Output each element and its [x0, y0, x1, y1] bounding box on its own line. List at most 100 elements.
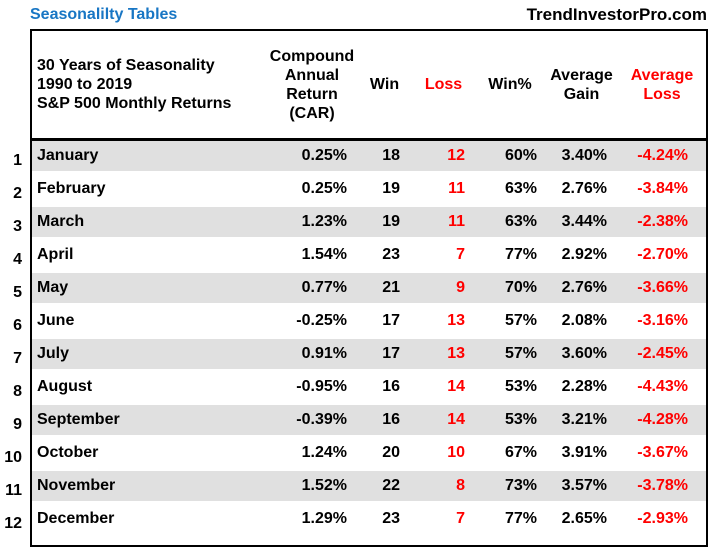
row-number: 3	[13, 218, 22, 235]
cell-loss: 14	[447, 378, 465, 395]
cell-win: 19	[382, 180, 400, 197]
table-row: April 1.54% 23 7 77% 2.92% -2.70%	[32, 240, 706, 273]
cell-month: July	[37, 345, 70, 362]
seasonality-table: 30 Years of Seasonality 1990 to 2019 S&P…	[30, 29, 708, 547]
cell-loss: 10	[447, 444, 465, 461]
cell-avg-loss: -2.70%	[637, 246, 688, 263]
table-row: August -0.95% 16 14 53% 2.28% -4.43%	[32, 372, 706, 405]
cell-avg-gain: 3.60%	[561, 345, 607, 362]
cell-month: January	[37, 147, 99, 164]
cell-loss: 7	[456, 510, 465, 527]
table-row: May 0.77% 21 9 70% 2.76% -3.66%	[32, 273, 706, 306]
cell-win-pct: 60%	[504, 147, 537, 164]
row-number: 6	[13, 317, 22, 334]
row-numbers: 1 2 3 4 5 6 7 8 9 10 11 12	[0, 144, 22, 540]
row-number: 7	[13, 350, 22, 367]
col-header-avg-loss: Average Loss	[630, 66, 694, 103]
cell-month: March	[37, 213, 85, 230]
cell-avg-gain: 2.28%	[561, 378, 607, 395]
cell-avg-gain: 2.76%	[561, 180, 607, 197]
cell-car: -0.25%	[296, 312, 347, 329]
cell-avg-loss: -4.28%	[637, 411, 688, 428]
page-title[interactable]: Seasonalilty Tables	[30, 6, 178, 23]
cell-loss: 11	[448, 180, 465, 197]
col-header-win: Win	[369, 76, 400, 93]
cell-month: June	[37, 312, 75, 329]
cell-month: August	[37, 378, 93, 395]
cell-win: 23	[382, 510, 400, 527]
cell-car: -0.95%	[296, 378, 347, 395]
cell-win-pct: 67%	[504, 444, 537, 461]
cell-avg-gain: 2.76%	[561, 279, 607, 296]
cell-avg-loss: -3.66%	[637, 279, 688, 296]
table-row: February 0.25% 19 11 63% 2.76% -3.84%	[32, 174, 706, 207]
cell-month: October	[37, 444, 99, 461]
row-number: 2	[13, 185, 22, 202]
cell-avg-loss: -4.43%	[637, 378, 688, 395]
cell-win: 23	[382, 246, 400, 263]
cell-car: -0.39%	[296, 411, 347, 428]
cell-loss: 12	[447, 147, 465, 164]
cell-car: 0.25%	[301, 180, 347, 197]
cell-avg-loss: -2.93%	[637, 510, 688, 527]
row-number: 11	[5, 482, 22, 499]
cell-avg-loss: -3.16%	[637, 312, 688, 329]
cell-win: 19	[382, 213, 400, 230]
cell-avg-gain: 3.57%	[561, 477, 607, 494]
row-number: 12	[4, 515, 22, 532]
col-header-avg-gain: Average Gain	[550, 66, 613, 103]
cell-win-pct: 57%	[504, 312, 537, 329]
cell-loss: 11	[448, 213, 465, 230]
cell-car: 0.91%	[301, 345, 347, 362]
cell-loss: 13	[447, 345, 465, 362]
cell-avg-gain: 3.40%	[561, 147, 607, 164]
cell-avg-loss: -2.45%	[637, 345, 688, 362]
cell-win-pct: 77%	[504, 246, 537, 263]
row-number: 8	[13, 383, 22, 400]
cell-car: 1.54%	[301, 246, 347, 263]
cell-avg-gain: 2.65%	[561, 510, 607, 527]
table-row: December 1.29% 23 7 77% 2.65% -2.93%	[32, 504, 706, 537]
cell-win: 21	[382, 279, 400, 296]
cell-month: April	[37, 246, 74, 263]
cell-avg-gain: 3.91%	[561, 444, 607, 461]
cell-month: November	[37, 477, 116, 494]
cell-win-pct: 70%	[504, 279, 537, 296]
row-number: 9	[13, 416, 22, 433]
cell-win-pct: 53%	[504, 378, 537, 395]
cell-car: 0.25%	[301, 147, 347, 164]
site-link[interactable]: TrendInvestorPro.com	[526, 5, 707, 24]
row-number: 10	[4, 449, 22, 466]
cell-car: 1.52%	[301, 477, 347, 494]
table-header-row: 30 Years of Seasonality 1990 to 2019 S&P…	[32, 31, 706, 141]
table-row: September -0.39% 16 14 53% 3.21% -4.28%	[32, 405, 706, 438]
cell-win-pct: 73%	[504, 477, 537, 494]
cell-month: September	[37, 411, 120, 428]
cell-avg-gain: 2.08%	[561, 312, 607, 329]
cell-avg-loss: -3.78%	[637, 477, 688, 494]
cell-car: 1.29%	[301, 510, 347, 527]
row-number: 5	[13, 284, 22, 301]
cell-avg-loss: -2.38%	[637, 213, 688, 230]
cell-car: 0.77%	[301, 279, 347, 296]
table-row: March 1.23% 19 11 63% 3.44% -2.38%	[32, 207, 706, 240]
cell-month: May	[37, 279, 69, 296]
cell-win-pct: 53%	[504, 411, 537, 428]
cell-month: February	[37, 180, 106, 197]
cell-loss: 8	[456, 477, 465, 494]
cell-win: 16	[382, 378, 400, 395]
table-row: July 0.91% 17 13 57% 3.60% -2.45%	[32, 339, 706, 372]
cell-loss: 7	[456, 246, 465, 263]
cell-win-pct: 63%	[504, 180, 537, 197]
cell-win-pct: 63%	[504, 213, 537, 230]
cell-loss: 14	[447, 411, 465, 428]
table-row: October 1.24% 20 10 67% 3.91% -3.67%	[32, 438, 706, 471]
cell-win: 17	[382, 345, 400, 362]
cell-win: 20	[382, 444, 400, 461]
row-number: 4	[13, 251, 22, 268]
cell-loss: 9	[456, 279, 465, 296]
cell-car: 1.23%	[301, 213, 347, 230]
cell-win-pct: 77%	[504, 510, 537, 527]
table-row: June -0.25% 17 13 57% 2.08% -3.16%	[32, 306, 706, 339]
